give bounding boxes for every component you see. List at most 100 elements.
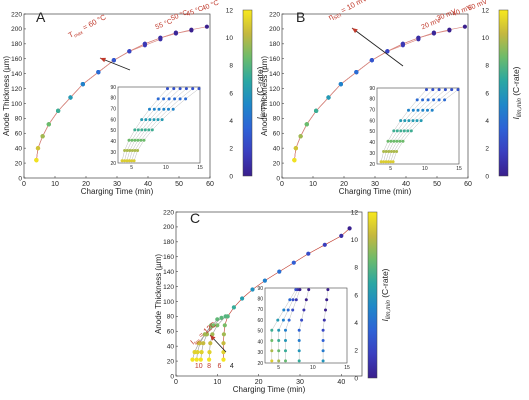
inset-data-point xyxy=(133,149,137,152)
data-point xyxy=(208,341,213,346)
inset-data-point xyxy=(276,318,280,322)
inset-data-point xyxy=(191,87,195,91)
inset-data-point xyxy=(421,108,425,112)
data-point xyxy=(80,82,85,87)
data-point xyxy=(198,357,203,362)
y-tick-label: 180 xyxy=(269,41,280,48)
inset-series-line xyxy=(278,289,298,361)
y-tick-label: 160 xyxy=(163,254,174,261)
inset-data-point xyxy=(402,129,406,133)
x-tick-label: 0 xyxy=(174,379,178,386)
data-point xyxy=(240,296,245,301)
series-label: 6 xyxy=(217,363,221,370)
inset-data-point xyxy=(270,359,274,363)
colorbar-gradient xyxy=(242,9,253,177)
inset-series-line xyxy=(380,89,427,162)
data-point xyxy=(221,341,226,346)
inset-series-line xyxy=(392,89,459,162)
y-tick-label: 60 xyxy=(15,131,23,138)
inset-data-point xyxy=(304,298,308,302)
inset-data-point xyxy=(287,318,291,322)
x-tick-label: 60 xyxy=(206,181,214,188)
inset-data-point xyxy=(443,98,447,102)
inset-data-point xyxy=(162,97,166,101)
inset-series-line xyxy=(124,88,174,161)
inset-series-line xyxy=(133,88,200,161)
y-tick-label: 220 xyxy=(163,209,174,216)
data-point xyxy=(96,70,101,75)
colorbar-tick-label: 6 xyxy=(229,90,233,97)
x-tick-label: 40 xyxy=(144,181,152,188)
colorbar-tick-label: 10 xyxy=(226,35,234,42)
inset-series-line xyxy=(385,89,440,162)
y-tick-label: 100 xyxy=(269,101,280,108)
inset-series-line xyxy=(131,88,193,161)
colorbar-tick-label: 6 xyxy=(354,292,358,299)
inset-data-point xyxy=(130,138,134,142)
y-axis-label: Anode Thickness (µm) xyxy=(2,56,11,136)
inset-series-line xyxy=(383,89,433,162)
inset-data-point xyxy=(166,87,169,91)
x-tick-label: 30 xyxy=(371,181,379,188)
inset-data-point xyxy=(426,98,430,102)
inset-series-line xyxy=(390,89,452,162)
x-tick-label: 0 xyxy=(22,181,26,188)
data-point xyxy=(400,41,405,46)
x-axis-label: Charging Time (min) xyxy=(81,187,154,196)
inset-data-point xyxy=(178,97,182,101)
y-tick-label: 160 xyxy=(269,56,280,63)
y-tick-label: 20 xyxy=(167,358,175,365)
x-tick-label: 40 xyxy=(337,379,345,386)
inset-y-tick-label: 40 xyxy=(110,139,116,145)
data-point xyxy=(201,341,206,346)
inset-data-point xyxy=(386,139,390,143)
y-tick-label: 120 xyxy=(269,86,280,93)
inset-data-point xyxy=(395,150,399,153)
data-point xyxy=(447,27,452,32)
y-tick-label: 220 xyxy=(269,11,280,18)
y-axis-label: Anode Thickness (µm) xyxy=(154,254,163,334)
inset-data-point xyxy=(142,138,146,142)
inset-x-tick-label: 5 xyxy=(130,165,133,171)
panel-letter: A xyxy=(36,9,46,25)
inset-data-point xyxy=(277,349,281,353)
inset-data-point xyxy=(425,88,428,92)
inset-y-tick-label: 20 xyxy=(257,361,263,367)
inset-data-point xyxy=(398,139,402,143)
inset-data-point xyxy=(288,298,292,302)
data-point xyxy=(262,278,267,283)
inset-data-point xyxy=(140,118,144,122)
series-label: 40 °C xyxy=(201,0,220,13)
inset-data-point xyxy=(284,328,287,332)
inset-series-line xyxy=(126,88,181,161)
y-tick-label: 200 xyxy=(269,26,280,33)
inset-data-point xyxy=(284,339,287,342)
inset-y-tick-label: 60 xyxy=(369,118,375,124)
series-label: 8 xyxy=(207,363,211,370)
y-tick-label: 220 xyxy=(11,11,22,18)
inset-data-point xyxy=(302,308,306,312)
data-point xyxy=(211,323,216,328)
y-tick-label: 20 xyxy=(273,160,281,167)
inset-data-point xyxy=(125,159,129,163)
inset-data-point xyxy=(132,159,136,163)
x-tick-label: 20 xyxy=(255,379,263,386)
inset-data-point xyxy=(291,298,295,302)
inset-plot: 5 10 15 20 30 40 50 60 70 80 90 xyxy=(110,85,203,171)
y-tick-label: 200 xyxy=(11,26,22,33)
y-tick-label: 40 xyxy=(15,145,23,152)
inset-data-point xyxy=(392,129,396,133)
x-tick-label: 40 xyxy=(402,181,410,188)
inset-data-point xyxy=(395,139,399,143)
annotation-arrow xyxy=(351,27,404,67)
inset-data-point xyxy=(321,349,325,353)
inset-data-point xyxy=(156,118,160,122)
data-point xyxy=(190,357,195,362)
inset-data-point xyxy=(421,98,425,102)
data-point xyxy=(210,332,215,337)
colorbar-A: 0 2 4 6 8 10 12 Ilim,min (C-rate) xyxy=(226,7,267,180)
data-point xyxy=(197,341,203,346)
annotation-arrowhead xyxy=(352,28,358,34)
inset-y-tick-label: 80 xyxy=(257,297,263,303)
data-point xyxy=(215,323,220,328)
